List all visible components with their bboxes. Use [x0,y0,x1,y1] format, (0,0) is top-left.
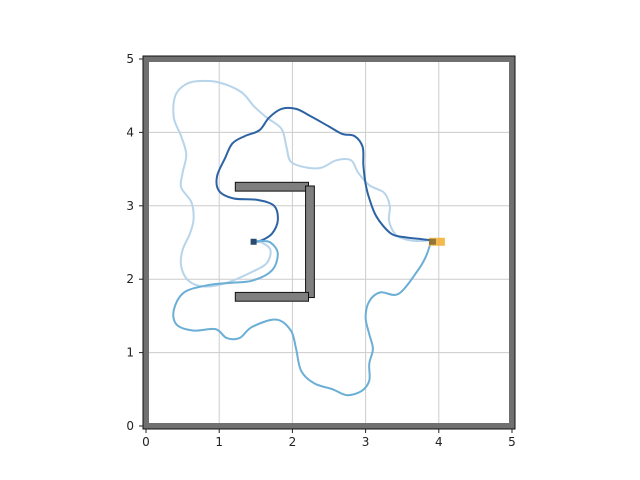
y-tick-label: 4 [126,125,134,139]
x-tick-label: 3 [362,435,370,449]
obstacles [234,181,315,302]
wall-border [143,56,515,429]
obstacle-wall [234,181,310,192]
trajectories [172,79,433,397]
start-marker [428,237,445,246]
y-tick-label: 2 [126,272,134,286]
goal-marker [250,238,257,245]
trajectory-line-1 [172,79,433,288]
x-tick-label: 4 [435,435,443,449]
trajectory-line-2 [215,106,433,243]
obstacle-wall [234,291,310,302]
start-marker-heading [428,238,436,245]
markers [250,237,445,246]
y-tick-label: 5 [126,52,134,66]
y-tick-label: 0 [126,419,134,433]
x-tick-label: 0 [142,435,150,449]
x-tick-label: 2 [289,435,297,449]
y-tick-label: 3 [126,199,134,213]
trajectory-line-3 [172,239,433,397]
y-tick-label: 1 [126,346,134,360]
plot-frame [142,55,516,430]
y-axis-ticks: 0 1 2 3 4 5 [126,52,143,433]
obstacle-wall [305,185,315,299]
x-tick-label: 1 [215,435,223,449]
x-axis-ticks: 0 1 2 3 4 5 [142,429,516,449]
grid [145,58,513,427]
axes-outline [142,55,516,430]
x-tick-label: 5 [508,435,516,449]
